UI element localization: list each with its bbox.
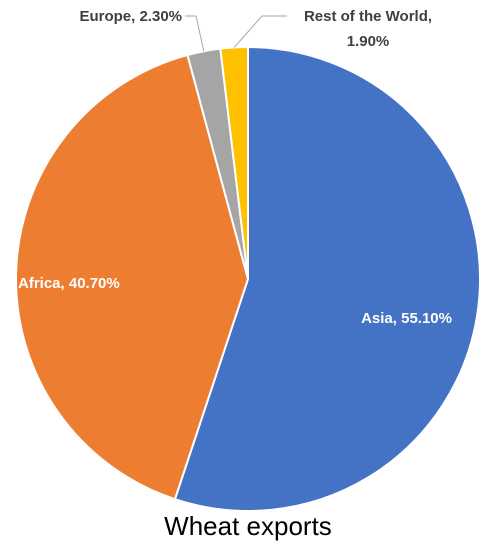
pie-slice-asia [173,45,481,512]
leader-lines [185,15,287,52]
chart-title: Wheat exports [164,511,332,541]
slice-label-rest-of-world-line1: Rest of the World, [304,8,432,25]
leader-line-europe [185,15,205,52]
pie-slice-rest-of-the-world [219,45,249,280]
slice-label-asia: Asia, 55.10% [361,310,452,327]
slice-label-europe: Europe, 2.30% [79,8,182,25]
slice-label-africa: Africa, 40.70% [18,275,120,292]
slice-label-rest-of-world-line2: 1.90% [347,33,390,50]
pie-slice-africa [14,53,250,501]
pie-slices [14,45,481,512]
leader-line-rest-of-world [233,15,287,48]
